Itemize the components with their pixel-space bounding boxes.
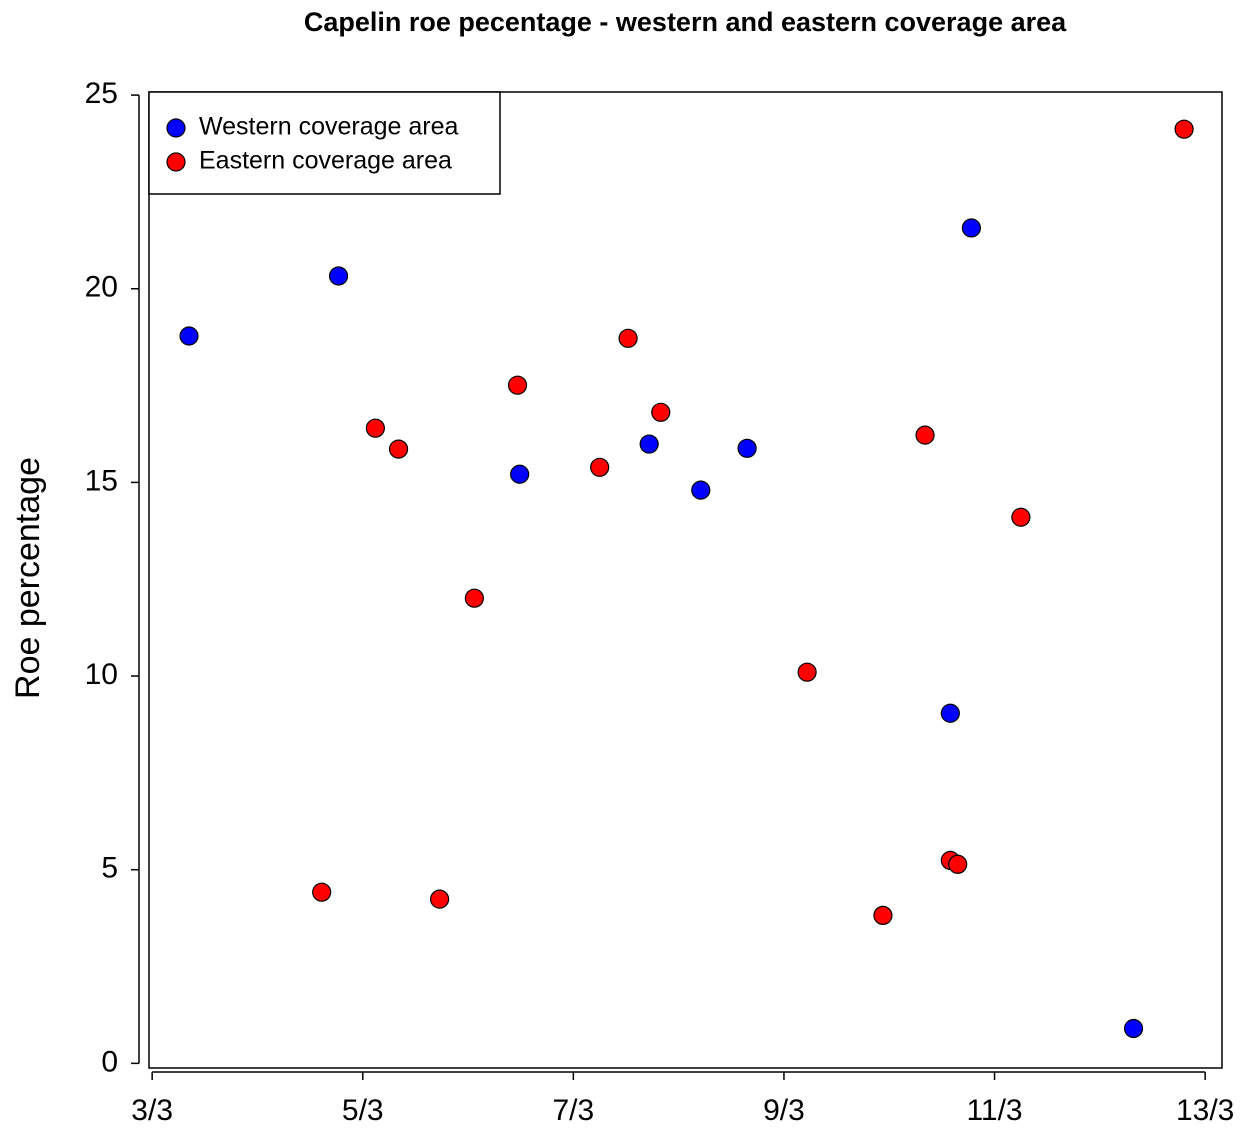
chart-title: Capelin roe pecentage - western and east… [304, 7, 1067, 37]
legend-marker [166, 118, 186, 138]
legend-label: Western coverage area [199, 113, 458, 141]
point [651, 402, 671, 422]
point [948, 854, 968, 874]
point [915, 425, 935, 445]
y-axis-label: Roe percentage [9, 457, 47, 699]
point [1123, 1018, 1144, 1039]
point [312, 882, 332, 902]
point [940, 703, 960, 723]
point [510, 464, 530, 484]
legend-label: Eastern coverage area [199, 147, 452, 175]
x-tick-label: 3/3 [131, 1094, 173, 1127]
point [691, 480, 711, 500]
point [430, 889, 450, 909]
point [1011, 507, 1031, 527]
x-tick-label: 5/3 [342, 1094, 384, 1127]
point [618, 328, 638, 348]
point [328, 266, 349, 286]
y-tick-label: 15 [85, 464, 118, 497]
point [961, 218, 981, 238]
x-tick-label: 9/3 [763, 1094, 805, 1127]
x-tick-label: 7/3 [552, 1094, 594, 1127]
y-tick-label: 0 [101, 1045, 118, 1078]
point [365, 418, 385, 438]
point [797, 662, 817, 682]
point [639, 434, 659, 454]
y-tick-label: 25 [85, 77, 118, 110]
point [590, 457, 610, 477]
y-tick-label: 10 [85, 658, 118, 691]
point [179, 326, 199, 346]
plot-frame [148, 91, 1223, 1069]
point [1174, 119, 1194, 139]
y-tick-label: 20 [85, 271, 118, 304]
x-tick-label: 13/3 [1176, 1094, 1234, 1127]
x-tick-label: 11/3 [966, 1094, 1022, 1127]
point [737, 438, 757, 458]
point [507, 375, 528, 395]
legend-marker [166, 152, 186, 172]
point [388, 439, 409, 459]
point [464, 588, 484, 608]
legend-box [148, 91, 501, 195]
y-tick-label: 5 [101, 852, 118, 885]
point [873, 905, 893, 926]
